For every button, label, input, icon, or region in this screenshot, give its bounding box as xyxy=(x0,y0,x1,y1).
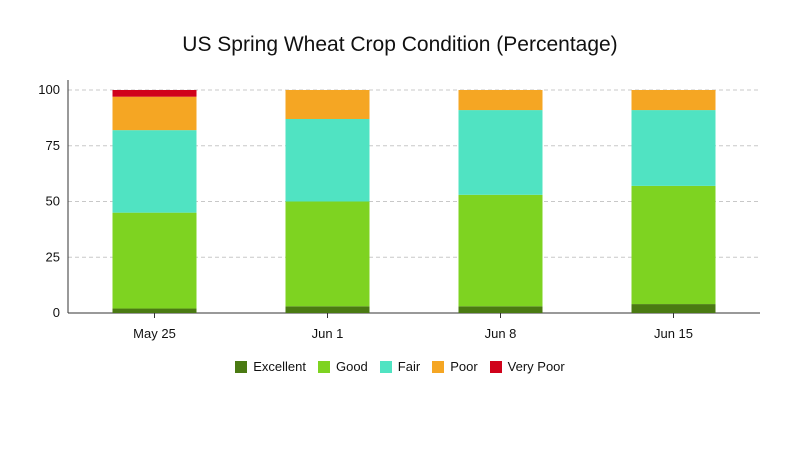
legend-item: Fair xyxy=(379,359,421,374)
legend-label: Poor xyxy=(450,359,478,374)
bar-segment-fair xyxy=(631,110,716,186)
legend-item: Excellent xyxy=(235,359,306,374)
legend-label: Excellent xyxy=(253,359,306,374)
bar-segment-excellent xyxy=(112,308,197,313)
bar-segment-fair xyxy=(112,130,197,213)
legend-item: Good xyxy=(317,359,368,374)
bar-segment-good xyxy=(285,201,370,307)
y-tick-label: 50 xyxy=(46,194,60,209)
legend-item: Very Poor xyxy=(489,359,565,374)
x-tick-label: Jun 8 xyxy=(485,326,517,341)
bar-segment-poor xyxy=(631,90,716,111)
bar-segment-poor xyxy=(112,96,197,131)
bar-segment-fair xyxy=(458,110,543,195)
legend-swatch xyxy=(432,360,445,373)
y-tick-label: 75 xyxy=(46,138,60,153)
x-tick-label: Jun 1 xyxy=(312,326,344,341)
bar-segment-fair xyxy=(285,118,370,202)
bar-segment-excellent xyxy=(458,306,543,313)
y-tick-label: 100 xyxy=(38,82,60,97)
legend-swatch xyxy=(379,360,392,373)
bar-segment-very-poor xyxy=(112,90,197,97)
y-tick-label: 0 xyxy=(53,305,60,320)
bar-segment-good xyxy=(458,194,543,307)
legend-label: Good xyxy=(335,359,368,374)
chart-legend: Excellent Good Fair Poor Very Poor xyxy=(0,359,800,374)
chart-title: US Spring Wheat Crop Condition (Percenta… xyxy=(182,33,618,56)
bar-segment-excellent xyxy=(285,306,370,313)
legend-swatch xyxy=(317,360,330,373)
x-tick-label: May 25 xyxy=(133,326,176,341)
bar-segment-poor xyxy=(285,90,370,119)
bar-segment-poor xyxy=(458,90,543,111)
legend-label: Very Poor xyxy=(507,359,565,374)
legend-swatch xyxy=(235,360,248,373)
x-tick-label: Jun 15 xyxy=(654,326,693,341)
legend-swatch xyxy=(489,360,502,373)
legend-label: Fair xyxy=(397,359,421,374)
bar-segment-good xyxy=(631,185,716,305)
y-tick-label: 25 xyxy=(46,249,60,264)
bar-segment-good xyxy=(112,212,197,309)
bar-segment-excellent xyxy=(631,304,716,313)
legend-item: Poor xyxy=(432,359,478,374)
